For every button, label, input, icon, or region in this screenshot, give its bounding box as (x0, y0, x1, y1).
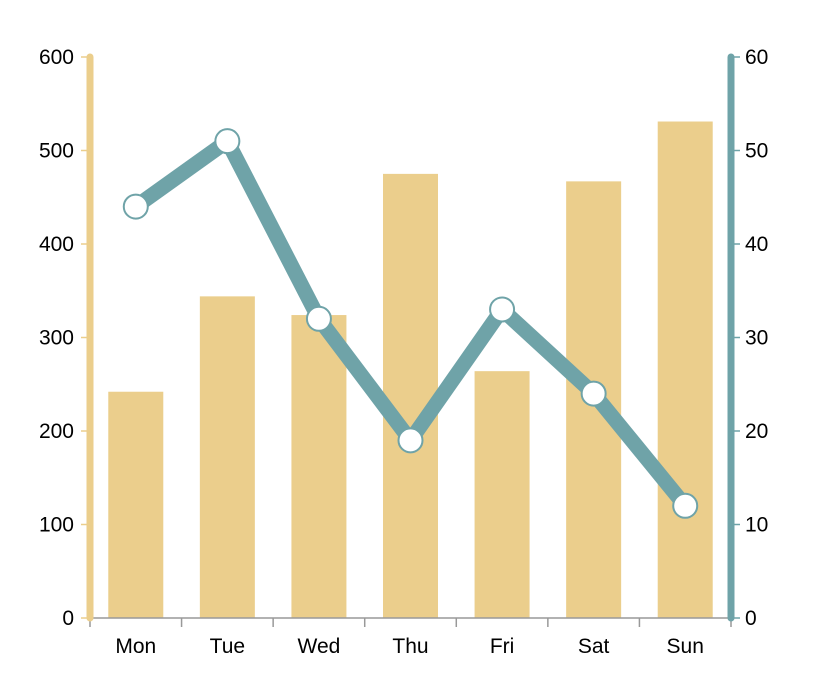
line-point-thu (397, 427, 424, 454)
x-tick-label: Sat (578, 635, 610, 658)
right-tick-label: 0 (745, 607, 757, 630)
right-tick-label: 20 (745, 420, 768, 443)
line-point-mon (122, 193, 149, 220)
left-tick-label: 400 (39, 233, 74, 256)
x-tick-label: Thu (392, 635, 428, 658)
left-tick-label: 500 (39, 140, 74, 163)
left-tick-label: 600 (39, 46, 74, 69)
x-tick-label: Mon (115, 635, 156, 658)
left-tick-label: 0 (62, 607, 74, 630)
left-tick-label: 100 (39, 514, 74, 537)
bar-fri (474, 371, 530, 618)
bar-thu (383, 173, 438, 618)
x-tick-label: Wed (298, 635, 341, 658)
bar-mon (108, 391, 164, 618)
bar-wed (291, 315, 347, 618)
axes (81, 53, 740, 627)
line-point-sun (672, 492, 699, 519)
line-series (122, 128, 699, 519)
line-point-wed (305, 305, 332, 332)
x-tick-label: Fri (490, 635, 515, 658)
right-tick-label: 40 (745, 233, 768, 256)
left-tick-label: 300 (39, 327, 74, 350)
x-tick-label: Sun (667, 635, 704, 658)
right-tick-label: 60 (745, 46, 768, 69)
right-tick-label: 30 (745, 327, 768, 350)
bar-sun (657, 121, 713, 618)
tick-labels: 0 100 200 300 400 500 600 0 10 20 30 40 50 60 Mon Tue We… (39, 46, 768, 658)
bar-tue (199, 296, 255, 618)
line-point-sat (580, 380, 607, 407)
left-tick-label: 200 (39, 420, 74, 443)
line-point-fri (489, 296, 516, 323)
bar-series (108, 121, 713, 619)
right-tick-label: 10 (745, 514, 768, 537)
line-point-tue (214, 128, 241, 155)
right-tick-label: 50 (745, 140, 768, 163)
x-tick-label: Tue (210, 635, 245, 658)
